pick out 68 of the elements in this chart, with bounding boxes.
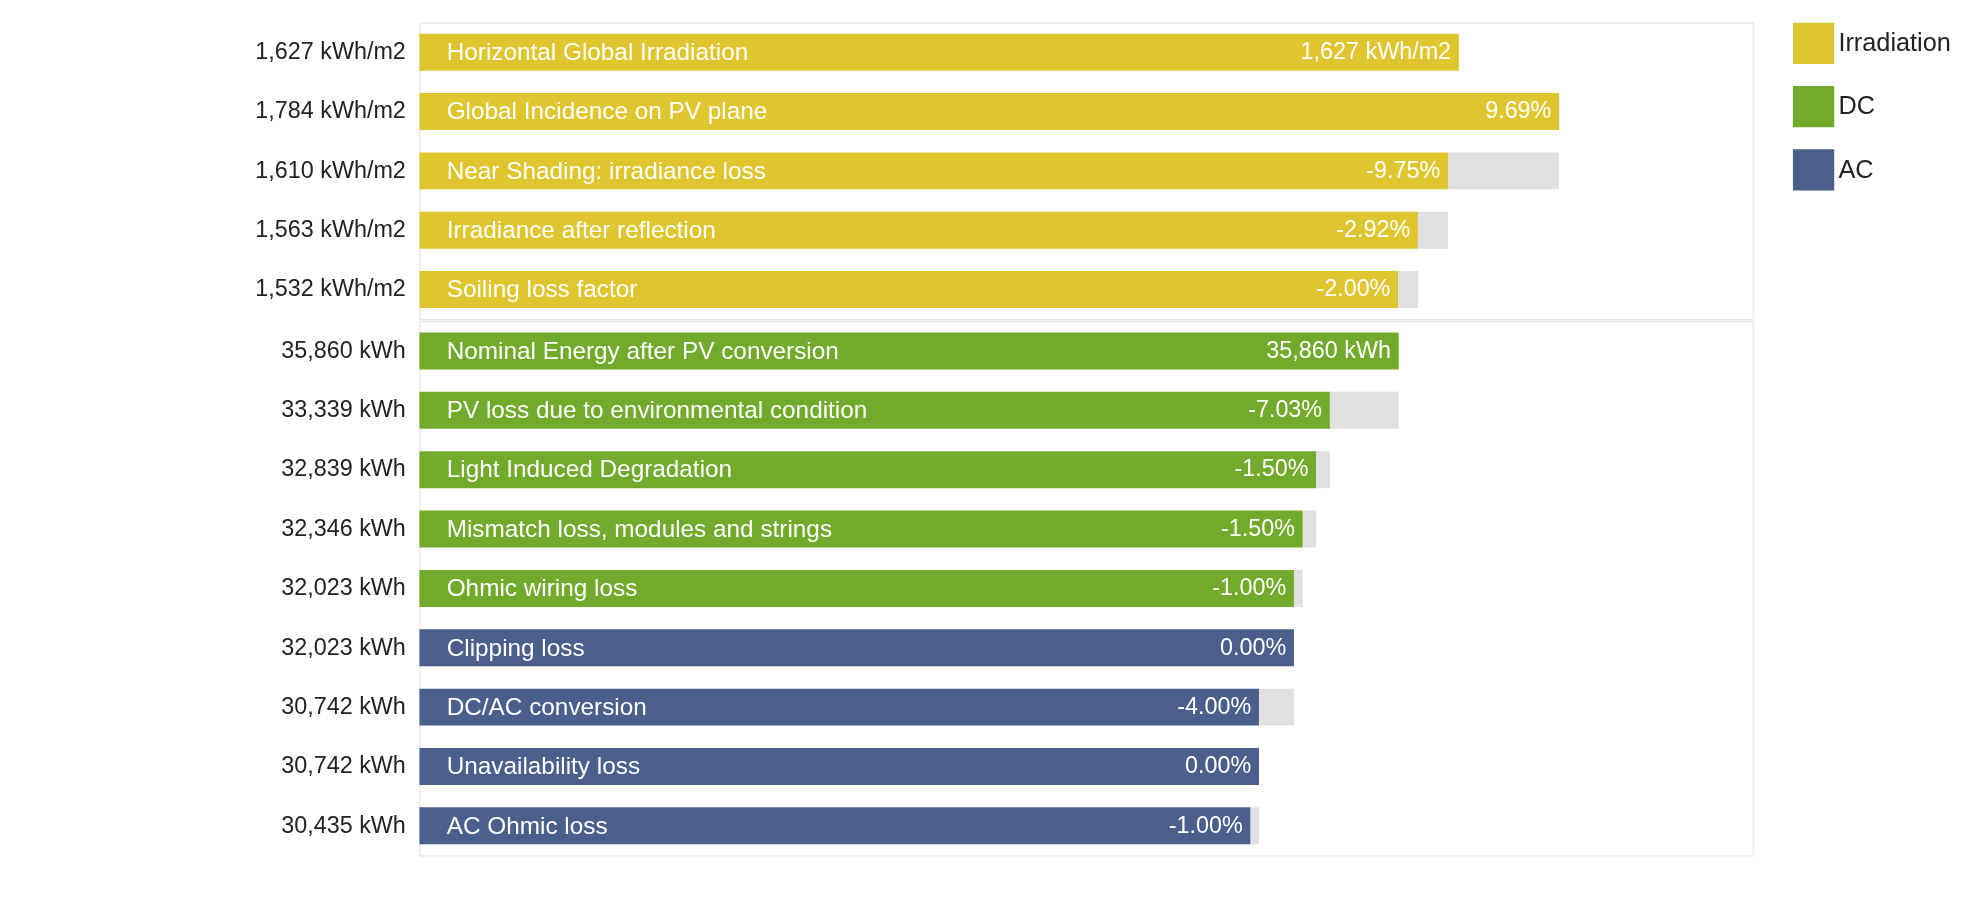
data-label: 30,742 kWh (281, 752, 406, 779)
category-label: DC/AC conversion (446, 692, 647, 720)
bar (1448, 152, 1560, 190)
annotation: -1.50% (1234, 455, 1309, 482)
category-label: Soiling loss factor (446, 275, 638, 303)
category-label: Light Induced Degradation (446, 455, 733, 483)
annotation: -1.50% (1221, 514, 1295, 541)
legend-label: AC (1838, 154, 1874, 183)
bar (419, 747, 1259, 785)
bar (419, 271, 1399, 309)
legend-label: Irradiation (1838, 28, 1951, 57)
category-label: Unavailability loss (446, 752, 641, 780)
category-label: PV loss due to environmental condition (446, 396, 868, 424)
data-label: 1,610 kWh/m2 (255, 156, 406, 183)
bar (1329, 391, 1399, 429)
bar (419, 688, 1259, 726)
bar (1250, 807, 1259, 845)
annotation: -4.00% (1177, 692, 1252, 719)
category-label: AC Ohmic loss (446, 811, 608, 839)
data-label: 33,339 kWh (281, 396, 406, 423)
annotation: -7.03% (1248, 396, 1323, 423)
bar (1293, 569, 1303, 607)
annotation: -9.75% (1366, 156, 1441, 183)
annotation: 0.00% (1184, 752, 1252, 779)
data-label: 30,435 kWh (281, 811, 406, 838)
data-label: 32,839 kWh (281, 455, 406, 482)
annotation: 1,627 kWh/m2 (1300, 37, 1452, 64)
bar (419, 152, 1448, 190)
annotation: -2.00% (1316, 275, 1391, 302)
data-label: 1,784 kWh/m2 (255, 97, 406, 124)
bar (419, 391, 1330, 429)
data-label: 1,627 kWh/m2 (255, 37, 406, 64)
bar (1258, 688, 1294, 726)
annotation: 9.69% (1485, 97, 1552, 124)
annotation: -1.00% (1168, 811, 1243, 838)
bar (1398, 271, 1418, 309)
annotation: -2.92% (1336, 216, 1411, 243)
bar (419, 211, 1418, 249)
legend-label: DC (1838, 91, 1875, 120)
bar (419, 451, 1317, 489)
bar (419, 332, 1399, 370)
category-label: Nominal Energy after PV conversion (446, 336, 839, 364)
annotation: -1.00% (1212, 574, 1287, 601)
category-label: Horizontal Global Irradiation (446, 37, 749, 65)
bar (1417, 211, 1448, 249)
data-label: 32,023 kWh (281, 633, 406, 660)
bar (1316, 451, 1330, 489)
category-label: Near Shading: irradiance loss (446, 156, 766, 184)
bar (419, 93, 1560, 131)
bar (419, 33, 1459, 71)
data-label: 32,346 kWh (281, 514, 406, 541)
data-label: 32,023 kWh (281, 574, 406, 601)
category-label: Irradiance after reflection (446, 216, 716, 244)
data-label: 30,742 kWh (281, 692, 406, 719)
data-label: 1,532 kWh/m2 (255, 275, 406, 302)
bar (419, 510, 1303, 548)
data-label: 35,860 kWh (281, 336, 406, 363)
data-label: 1,563 kWh/m2 (255, 216, 406, 243)
annotation: 0.00% (1219, 633, 1287, 660)
annotation: 35,860 kWh (1266, 336, 1391, 363)
bar (1302, 510, 1317, 548)
category-label: Clipping loss (446, 633, 585, 661)
category-label: Mismatch loss, modules and strings (446, 514, 833, 542)
bar (419, 629, 1294, 667)
category-label: Ohmic wiring loss (446, 574, 638, 602)
category-label: Global Incidence on PV plane (446, 97, 768, 125)
bar (419, 807, 1251, 845)
bar (419, 569, 1294, 607)
